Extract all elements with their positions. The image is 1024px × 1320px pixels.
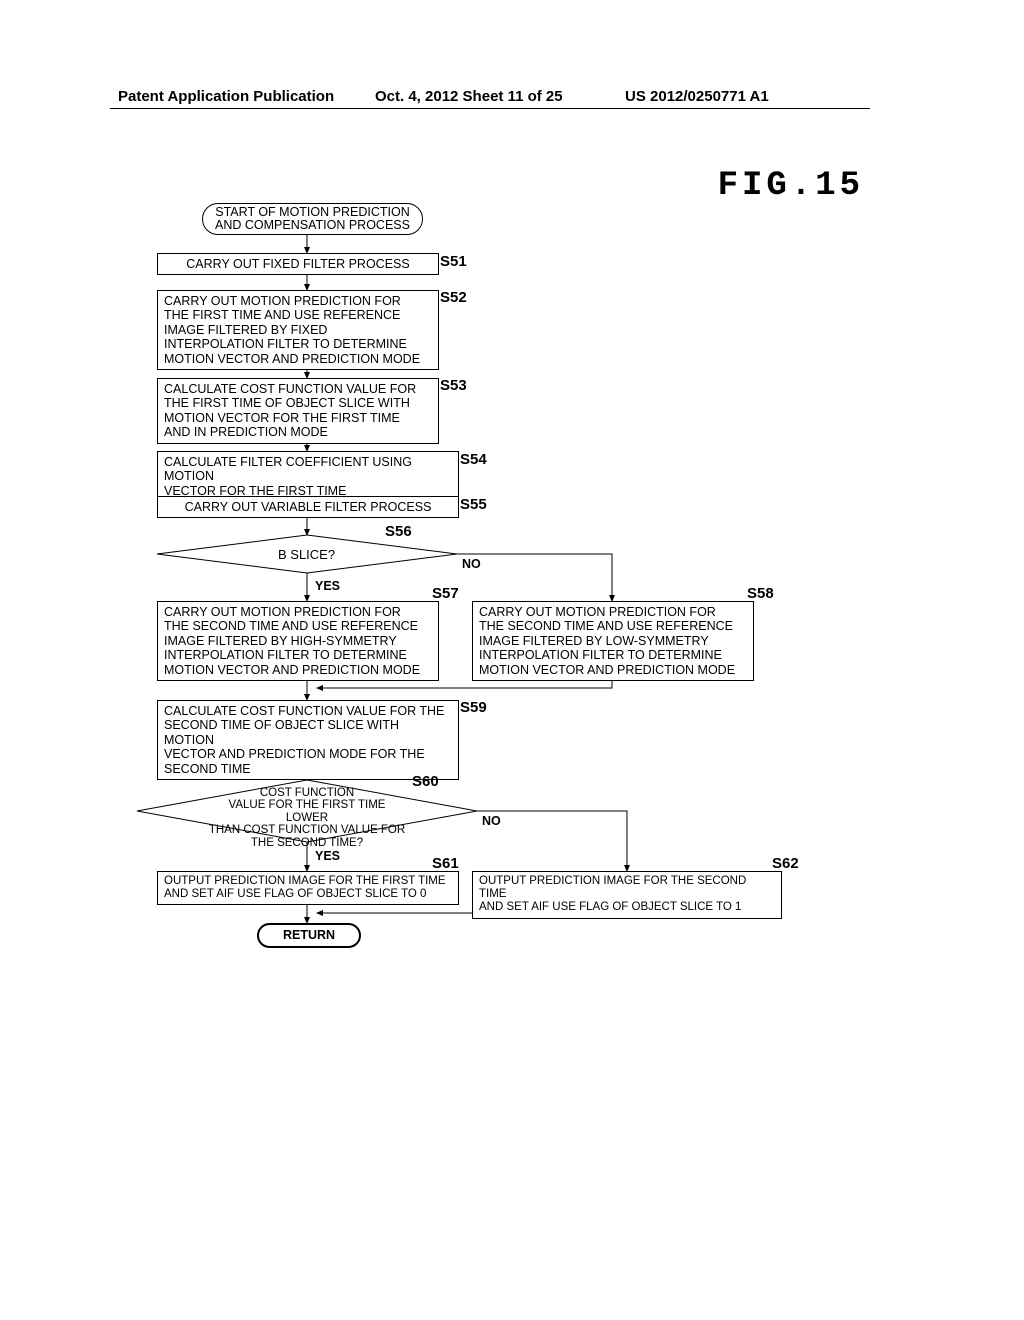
header-right: US 2012/0250771 A1 bbox=[625, 88, 769, 105]
terminal-start: START OF MOTION PREDICTIONAND COMPENSATI… bbox=[202, 203, 423, 235]
process-s53: CALCULATE COST FUNCTION VALUE FORTHE FIR… bbox=[157, 378, 439, 444]
process-s58: CARRY OUT MOTION PREDICTION FORTHE SECON… bbox=[472, 601, 754, 681]
return-text: RETURN bbox=[257, 923, 361, 948]
process-s59: CALCULATE COST FUNCTION VALUE FOR THESEC… bbox=[157, 700, 459, 780]
label-yes-s56: YES bbox=[315, 579, 340, 593]
start-text: START OF MOTION PREDICTIONAND COMPENSATI… bbox=[202, 203, 423, 235]
label-s54: S54 bbox=[460, 451, 487, 468]
process-s54: CALCULATE FILTER COEFFICIENT USING MOTIO… bbox=[157, 451, 459, 502]
process-s52: CARRY OUT MOTION PREDICTION FORTHE FIRST… bbox=[157, 290, 439, 370]
label-s56: S56 bbox=[385, 523, 412, 540]
label-yes-s60: YES bbox=[315, 849, 340, 863]
header-rule bbox=[110, 108, 870, 109]
process-s61: OUTPUT PREDICTION IMAGE FOR THE FIRST TI… bbox=[157, 871, 459, 905]
label-s57: S57 bbox=[432, 585, 459, 602]
label-s58: S58 bbox=[747, 585, 774, 602]
process-s62: OUTPUT PREDICTION IMAGE FOR THE SECOND T… bbox=[472, 871, 782, 919]
label-no-s60: NO bbox=[482, 814, 501, 828]
page: Patent Application Publication Oct. 4, 2… bbox=[0, 0, 1024, 1320]
label-s51: S51 bbox=[440, 253, 467, 270]
label-s59: S59 bbox=[460, 699, 487, 716]
label-s61: S61 bbox=[432, 855, 459, 872]
label-s52: S52 bbox=[440, 289, 467, 306]
header-mid: Oct. 4, 2012 Sheet 11 of 25 bbox=[375, 88, 563, 105]
process-s55: CARRY OUT VARIABLE FILTER PROCESS bbox=[157, 496, 459, 518]
label-no-s56: NO bbox=[462, 557, 481, 571]
header-left: Patent Application Publication bbox=[118, 88, 334, 105]
label-s55: S55 bbox=[460, 496, 487, 513]
label-s53: S53 bbox=[440, 377, 467, 394]
process-s51: CARRY OUT FIXED FILTER PROCESS bbox=[157, 253, 439, 275]
page-header: Patent Application Publication Oct. 4, 2… bbox=[0, 88, 1024, 118]
figure-title: FIG.15 bbox=[718, 167, 864, 205]
decision-s60-text: COST FUNCTIONVALUE FOR THE FIRST TIME LO… bbox=[207, 787, 407, 849]
label-s60: S60 bbox=[412, 773, 439, 790]
decision-s56-text: B SLICE? bbox=[278, 547, 335, 562]
terminal-return: RETURN bbox=[257, 923, 361, 948]
process-s57: CARRY OUT MOTION PREDICTION FORTHE SECON… bbox=[157, 601, 439, 681]
label-s62: S62 bbox=[772, 855, 799, 872]
